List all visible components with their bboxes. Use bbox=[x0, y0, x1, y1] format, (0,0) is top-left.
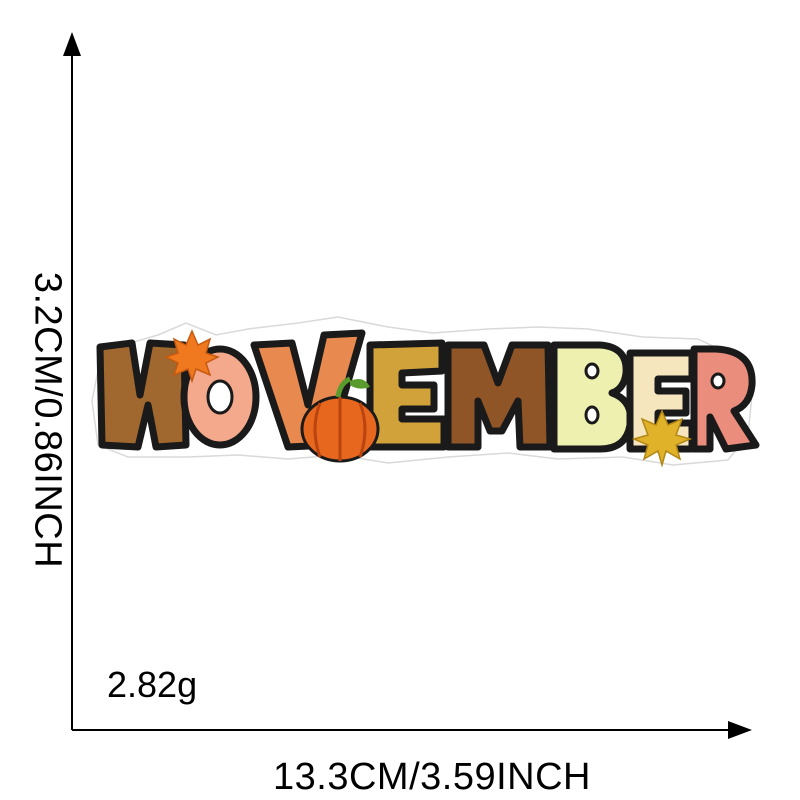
letter-e bbox=[366, 339, 448, 451]
letter-r-counter bbox=[710, 372, 726, 390]
letter-b-counter-bottom bbox=[584, 405, 600, 425]
letter-m bbox=[444, 341, 554, 451]
november-patch bbox=[91, 316, 760, 468]
maple-leaf-icon bbox=[164, 329, 220, 384]
letter-n bbox=[96, 339, 190, 451]
maple-leaf-icon bbox=[631, 409, 693, 468]
letter-o-counter bbox=[206, 379, 234, 415]
pumpkin-icon bbox=[300, 376, 380, 463]
width-dimension-label: 13.3CM/3.59INCH bbox=[273, 756, 591, 798]
letter-b bbox=[550, 341, 635, 453]
up-arrow-icon bbox=[63, 32, 81, 56]
right-arrow-icon bbox=[728, 721, 752, 739]
letter-b-counter-top bbox=[584, 362, 600, 380]
letter-r bbox=[690, 345, 760, 453]
weight-label: 2.82g bbox=[107, 664, 198, 705]
height-dimension-label: 3.2CM/0.86INCH bbox=[26, 271, 69, 569]
